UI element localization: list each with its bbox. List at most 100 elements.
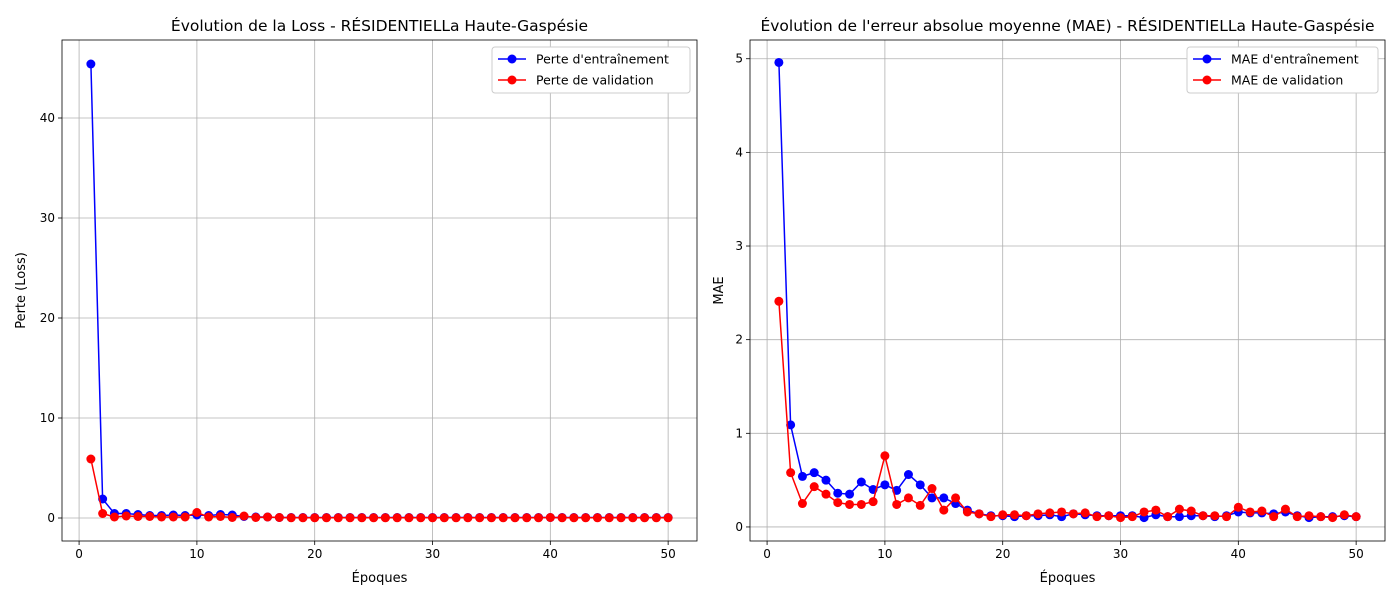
data-point — [486, 513, 496, 523]
y-tick-label: 40 — [40, 111, 55, 125]
data-point — [640, 513, 650, 523]
data-point — [927, 484, 937, 494]
data-point — [286, 513, 296, 523]
data-point — [833, 488, 843, 498]
data-point — [628, 513, 638, 523]
data-point — [145, 512, 155, 521]
legend: MAE d'entraînement MAE de validation — [1186, 46, 1379, 94]
data-point — [451, 513, 461, 523]
data-point — [545, 513, 555, 522]
data-point — [845, 489, 855, 499]
x-tick-label: 40 — [543, 547, 558, 561]
data-point — [345, 513, 355, 523]
legend-marker — [1202, 54, 1212, 64]
data-point — [321, 513, 331, 523]
data-point — [1245, 507, 1255, 517]
data-point — [98, 509, 108, 518]
legend-label: Perte de validation — [536, 73, 654, 88]
data-point — [1021, 511, 1031, 521]
data-point — [215, 512, 225, 521]
series-line — [90, 63, 669, 519]
x-tick-label: 50 — [660, 547, 675, 561]
x-tick-label: 10 — [189, 547, 204, 561]
data-point — [263, 512, 273, 522]
data-point — [498, 513, 508, 523]
data-point — [903, 493, 913, 503]
data-point — [1351, 512, 1361, 522]
data-point — [1104, 511, 1114, 521]
data-point — [357, 513, 367, 523]
series-training — [774, 57, 1361, 523]
data-point — [833, 498, 843, 508]
data-point — [1033, 509, 1043, 519]
data-point — [204, 512, 214, 522]
data-point — [1068, 509, 1078, 519]
data-point — [592, 513, 602, 523]
data-point — [939, 493, 949, 503]
data-point — [1269, 512, 1279, 522]
x-tick-label: 20 — [995, 547, 1010, 561]
series-line — [90, 458, 669, 519]
data-point — [1057, 507, 1067, 517]
data-point — [168, 512, 178, 522]
plot-frame — [61, 39, 698, 542]
data-point — [856, 499, 866, 509]
series-training — [86, 59, 673, 522]
data-point — [1186, 506, 1196, 516]
data-point — [239, 511, 249, 521]
y-tick-label: 3 — [735, 239, 743, 253]
x-tick-label: 30 — [425, 547, 440, 561]
data-point — [1127, 512, 1137, 522]
data-point — [845, 499, 855, 509]
data-point — [939, 505, 949, 515]
chart-title: Évolution de la Loss - RÉSIDENTIELLa Hau… — [171, 16, 588, 35]
data-point — [439, 513, 449, 523]
legend-item: Perte de validation — [498, 73, 654, 88]
data-point — [663, 513, 673, 523]
data-point — [109, 512, 119, 522]
legend-item: MAE d'entraînement — [1193, 52, 1359, 67]
data-point — [333, 513, 343, 523]
x-tick-label: 40 — [1231, 547, 1246, 561]
mae-chart: 0 10 20 30 40 50 0 1 2 3 4 5 Évolution de l'erreur a… — [712, 16, 1386, 586]
x-tick-label: 10 — [877, 547, 892, 561]
data-point — [557, 513, 567, 523]
legend-box — [491, 46, 691, 94]
x-axis-label: Époques — [1040, 570, 1096, 586]
data-point — [774, 57, 784, 67]
data-point — [1151, 505, 1161, 515]
data-point — [298, 513, 308, 523]
data-point — [915, 480, 925, 490]
data-point — [927, 493, 937, 503]
grid-lines — [750, 40, 1385, 541]
data-point — [797, 471, 807, 481]
legend-item: Perte d'entraînement — [498, 52, 669, 67]
data-point — [868, 497, 878, 507]
y-tick-label: 30 — [40, 211, 55, 225]
data-point — [1210, 511, 1220, 521]
data-point — [915, 500, 925, 510]
data-point — [180, 512, 190, 522]
data-point — [1292, 512, 1302, 522]
data-point — [157, 512, 167, 522]
loss-chart: 0 10 20 30 40 50 0 10 20 30 40 Évolution de la Loss… — [14, 16, 698, 586]
data-point — [86, 454, 96, 464]
legend: Perte d'entraînement Perte de validation — [491, 46, 691, 94]
y-tick-label: 2 — [735, 333, 743, 347]
y-tick-label: 0 — [735, 520, 743, 534]
data-point — [380, 513, 390, 523]
data-point — [133, 512, 143, 521]
series-line — [778, 62, 1357, 519]
data-point — [786, 420, 796, 430]
data-point — [310, 513, 320, 523]
data-point — [892, 499, 902, 509]
x-tick-label: 0 — [763, 547, 771, 561]
data-point — [1257, 506, 1267, 516]
data-point — [651, 513, 661, 523]
data-point — [510, 513, 520, 523]
data-point — [192, 508, 202, 517]
data-point — [786, 468, 796, 478]
data-point — [821, 489, 831, 499]
series-validation — [774, 296, 1361, 523]
